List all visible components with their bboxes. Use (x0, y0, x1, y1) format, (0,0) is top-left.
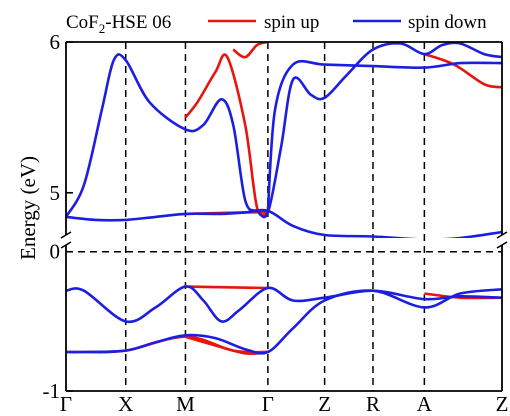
x-tick-label: Γ (60, 392, 72, 416)
x-tick-label: A (417, 392, 433, 416)
band-spin-up (232, 42, 269, 59)
y-axis-title: Energy (eV) (16, 156, 40, 260)
y-tick-label: 6 (50, 30, 61, 54)
axis-break-mark (496, 231, 508, 239)
legend: CoF2-HSE 06 spin up spin down (66, 12, 487, 36)
band-spin-down (266, 59, 502, 211)
band-spin-up (184, 53, 269, 217)
legend-label-spin-down: spin down (408, 12, 487, 33)
band-spin-up (185, 285, 268, 290)
y-tick-label: 5 (50, 181, 61, 205)
band-spin-down (66, 285, 502, 324)
band-spin-up (423, 52, 502, 89)
x-tick-label: R (366, 392, 380, 416)
band-spin-down (66, 288, 502, 355)
x-tick-label: Γ (262, 392, 274, 416)
chart-title: CoF2-HSE 06 (66, 12, 171, 36)
axis-break-mark (496, 241, 508, 249)
y-tick-label: 0 (50, 240, 61, 264)
plot-area: 5 6 -1 0 Γ X M Γ Z R A Z (43, 30, 509, 416)
x-tick-label: M (176, 392, 195, 416)
band-spin-down (66, 42, 502, 219)
y-tick-label: -1 (43, 379, 61, 403)
legend-label-spin-up: spin up (264, 12, 319, 33)
axis-break-mark (60, 231, 72, 239)
x-tick-label: Z (496, 392, 509, 416)
axis-break-mark (60, 241, 72, 249)
x-tick-label: Z (318, 392, 331, 416)
x-tick-label: X (118, 392, 133, 416)
band-spin-down (66, 208, 502, 238)
